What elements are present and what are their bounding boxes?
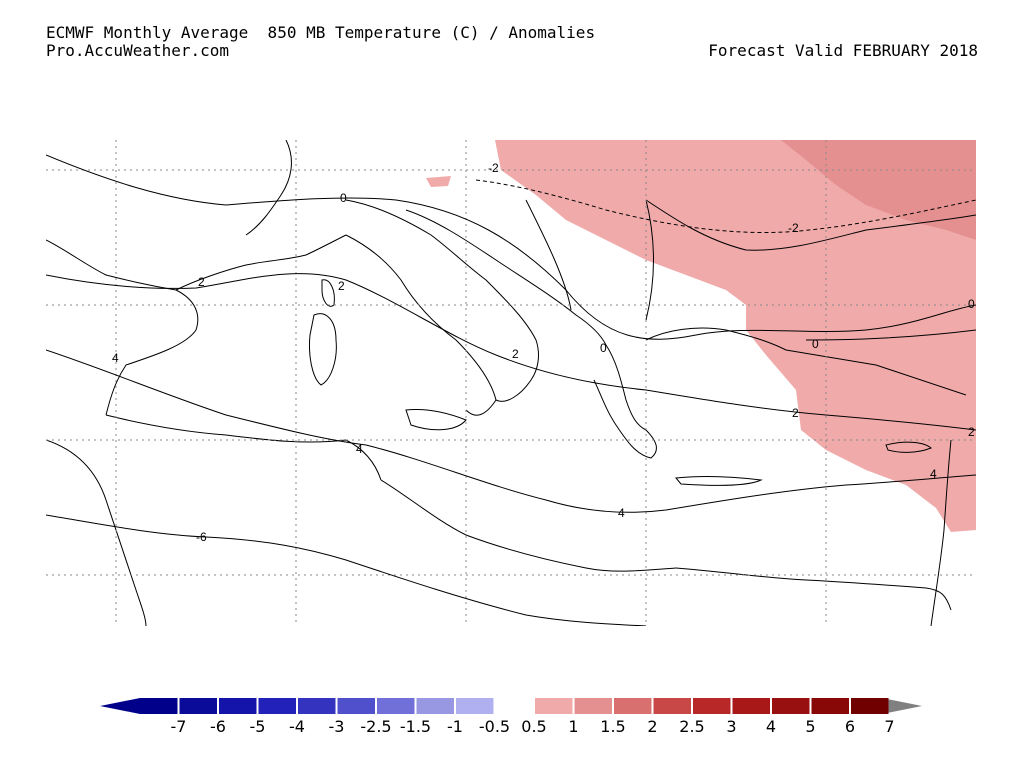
legend-swatch xyxy=(772,698,810,714)
legend-swatch xyxy=(653,698,691,714)
contour-2 xyxy=(46,273,976,431)
forecast-valid-label: Forecast Valid FEBRUARY 2018 xyxy=(708,41,978,60)
legend-swatches xyxy=(140,698,889,714)
map-title: ECMWF Monthly Average 850 MB Temperature… xyxy=(46,23,596,42)
legend-swatch xyxy=(179,698,217,714)
legend-label: 0.5 xyxy=(521,717,546,736)
contour-label: 2 xyxy=(968,425,975,439)
positive-anomaly-region xyxy=(495,140,976,532)
coastlines xyxy=(46,140,976,626)
legend-swatch xyxy=(811,698,849,714)
legend-label: -0.5 xyxy=(479,717,510,736)
legend-label: 5 xyxy=(805,717,815,736)
legend-swatch xyxy=(732,698,770,714)
contour-label: 0 xyxy=(600,341,607,355)
contour-label: 2 xyxy=(512,347,519,361)
contour-0-b xyxy=(805,329,976,341)
legend-label: -4 xyxy=(289,717,305,736)
legend-label: -6 xyxy=(210,717,226,736)
legend-label: -2.5 xyxy=(360,717,391,736)
legend-swatch xyxy=(416,698,454,714)
legend-swatch xyxy=(535,698,573,714)
legend-label: -3 xyxy=(329,717,345,736)
legend-label: 2.5 xyxy=(679,717,704,736)
legend-label: 3 xyxy=(726,717,736,736)
contour-6 xyxy=(46,514,647,626)
contour-label: 4 xyxy=(112,351,119,365)
legend-label: 7 xyxy=(884,717,894,736)
legend-swatch xyxy=(258,698,296,714)
grid-lines xyxy=(46,140,976,626)
contour-label: 0 xyxy=(340,191,347,205)
contour-4 xyxy=(46,349,976,513)
contour-label: 2 xyxy=(792,406,799,420)
legend-labels: -7 -6 -5 -4 -3 -2.5 -1.5 -1 -0.5 0.5 1 1.5 2 2.5 3 4 5 6 7 xyxy=(171,717,895,736)
legend-swatch xyxy=(298,698,336,714)
small-anomaly-patch xyxy=(426,176,451,187)
contour-label: 2 xyxy=(338,279,345,293)
contour-minus-2 xyxy=(475,179,976,234)
legend-label: 2 xyxy=(647,717,657,736)
contour-label: 4 xyxy=(618,506,625,520)
contour-label: -2 xyxy=(488,161,499,175)
legend-swatch xyxy=(456,698,494,714)
contour-labels: -2 -2 0 0 0 0 2 2 2 2 2 4 4 4 -6 4 xyxy=(112,161,975,544)
stronger-anomaly-region xyxy=(781,140,976,240)
legend-label: -5 xyxy=(250,717,266,736)
legend-label: -1.5 xyxy=(400,717,431,736)
legend-swatch xyxy=(574,698,612,714)
contour-label: 4 xyxy=(930,467,937,481)
contour-0 xyxy=(46,154,976,340)
contour-label: 0 xyxy=(968,297,975,311)
legend-swatch xyxy=(140,698,178,714)
anomaly-color-legend: -7 -6 -5 -4 -3 -2.5 -1.5 -1 -0.5 0.5 1 1.5 2 2.5 3 4 5 6 7 xyxy=(100,698,922,736)
legend-label: 1 xyxy=(568,717,578,736)
temperature-contours xyxy=(46,154,976,626)
legend-swatch xyxy=(693,698,731,714)
contour-label: 2 xyxy=(198,275,205,289)
contour-label: 0 xyxy=(812,337,819,351)
contour-label: -6 xyxy=(196,530,207,544)
legend-label: 4 xyxy=(766,717,776,736)
contour-label: 4 xyxy=(356,442,363,456)
legend-label: -7 xyxy=(171,717,187,736)
legend-label: 6 xyxy=(845,717,855,736)
legend-left-arrow xyxy=(100,698,140,714)
legend-right-arrow xyxy=(882,698,922,714)
legend-label: 1.5 xyxy=(600,717,625,736)
legend-swatch xyxy=(337,698,375,714)
temperature-map: -2 -2 0 0 0 0 2 2 2 2 2 4 4 4 -6 4 xyxy=(46,140,976,626)
source-label: Pro.AccuWeather.com xyxy=(46,41,230,60)
legend-swatch xyxy=(614,698,652,714)
legend-swatch xyxy=(495,698,533,714)
legend-swatch xyxy=(851,698,889,714)
contour-label: -2 xyxy=(788,221,799,235)
legend-swatch xyxy=(219,698,257,714)
legend-swatch xyxy=(377,698,415,714)
legend-label: -1 xyxy=(447,717,463,736)
